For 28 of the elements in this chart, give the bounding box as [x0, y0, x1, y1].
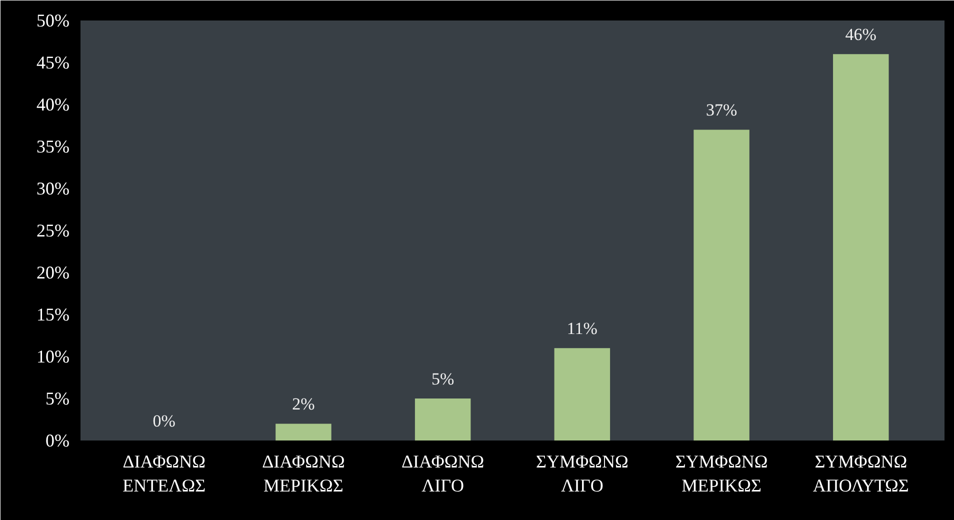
data-label: 5% — [431, 370, 454, 388]
x-tick-label: ΔΙΑΦΩΝΩ ΕΝΤΕΛΩΣ — [122, 452, 206, 496]
y-tick-label: 15% — [36, 304, 70, 324]
y-tick-label: 40% — [36, 94, 70, 114]
bar — [414, 398, 471, 440]
x-tick-label: ΣΥΜΦΩΝΩ ΜΕΡΙΚΩΣ — [675, 452, 768, 496]
y-tick-label: 25% — [36, 220, 70, 240]
x-tick-label: ΣΥΜΦΩΝΩ ΛΙΓΟ — [536, 452, 628, 496]
y-tick-label: 45% — [36, 52, 70, 72]
y-tick-label: 0% — [46, 430, 70, 450]
y-tick-label: 20% — [36, 262, 70, 282]
data-label: 37% — [706, 100, 738, 120]
x-tick-label: ΣΥΜΦΩΝΩ ΑΠΟΛΥΤΩΣ — [812, 452, 909, 496]
bar — [554, 348, 610, 440]
y-tick-label: 5% — [46, 388, 70, 408]
y-tick-label: 10% — [36, 346, 70, 366]
data-label: 0% — [152, 412, 176, 430]
bar — [833, 54, 889, 440]
data-label: 11% — [566, 319, 598, 338]
y-tick-label: 35% — [36, 136, 70, 156]
x-tick-label: ΔΙΑΦΩΝΩ ΜΕΡΙΚΩΣ — [262, 452, 345, 496]
data-label: 46% — [845, 25, 876, 44]
y-tick-label: 30% — [36, 178, 70, 198]
x-tick-label: ΔΙΑΦΩΝΩ ΛΙΓΟ — [401, 452, 484, 496]
bar — [694, 130, 750, 440]
y-tick-label: 50% — [36, 10, 70, 30]
data-label: 2% — [292, 394, 315, 414]
bar — [276, 424, 332, 440]
